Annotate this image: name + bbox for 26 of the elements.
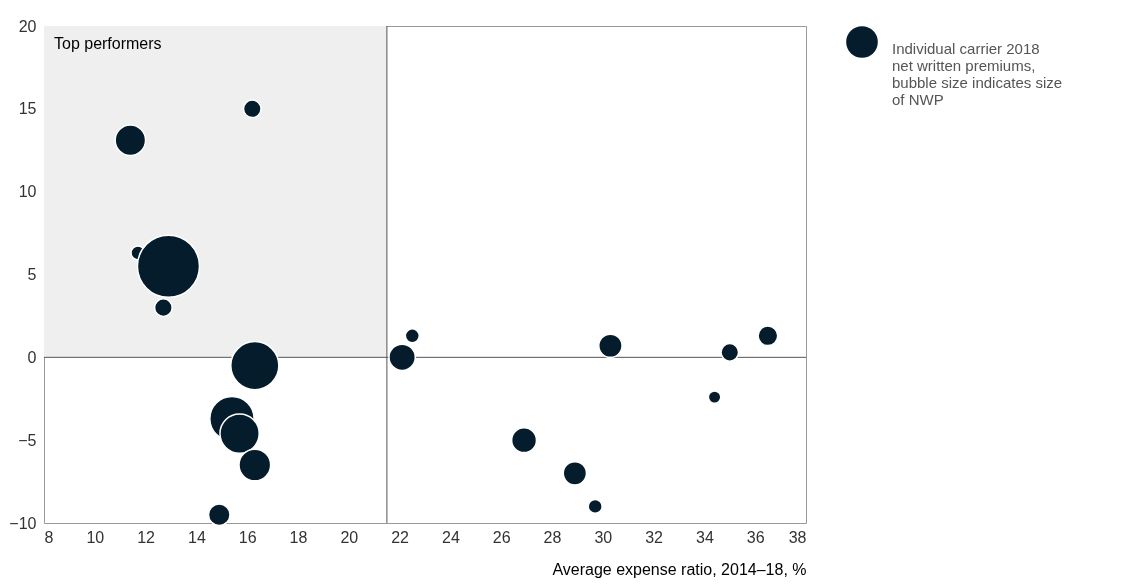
x-tick-label: 26: [492, 528, 511, 546]
y-tick-label: 0: [27, 348, 37, 366]
x-tick-label: 38: [788, 528, 807, 546]
y-tick-label: 10: [18, 183, 37, 201]
legend-label: Individual carrier 2018 net written premiums, bubble size indicates size of NWP: [892, 40, 1063, 108]
x-tick-label: 28: [543, 528, 562, 546]
y-tick-label: −5: [18, 431, 37, 449]
x-axis-title: Average expense ratio, 2014–18, %: [552, 560, 807, 578]
x-tick-label: 8: [44, 528, 54, 546]
y-tick-label: 20: [18, 17, 37, 35]
x-tick-label: 20: [340, 528, 359, 546]
y-tick-label: 5: [27, 266, 37, 283]
x-tick-label: 24: [442, 528, 460, 546]
x-tick-label: 16: [238, 528, 257, 546]
x-tick-label: 34: [696, 528, 714, 546]
y-tick-label: −10: [9, 514, 37, 532]
x-tick-label: 14: [188, 528, 206, 546]
x-tick-label: 22: [391, 528, 410, 546]
x-tick-label: 36: [746, 528, 765, 546]
y-tick-label: 15: [18, 100, 37, 118]
band-label: Top performers: [54, 35, 162, 52]
x-tick-label: 32: [645, 528, 664, 546]
x-tick-label: 12: [137, 528, 156, 546]
x-tick-label: 30: [594, 528, 613, 546]
x-tick-label: 10: [86, 528, 105, 546]
x-tick-label: 18: [289, 528, 308, 546]
